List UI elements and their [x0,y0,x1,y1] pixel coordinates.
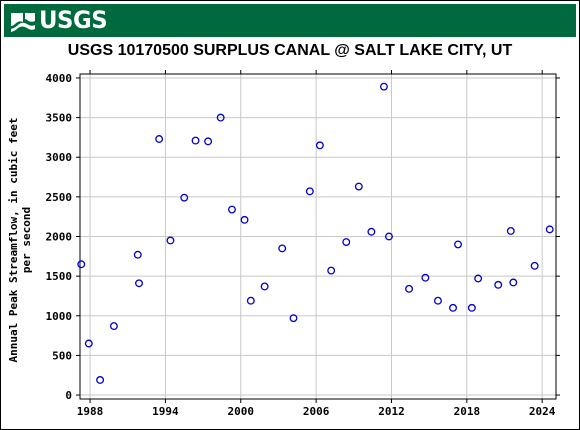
data-point [216,113,225,122]
y-tick-label: 4000 [46,72,73,85]
x-tick-label: 1994 [152,405,179,418]
y-tick-label: 2000 [46,231,73,244]
data-point [204,137,213,146]
y-tick-label: 2500 [46,191,73,204]
data-point [454,240,462,249]
usgs-logo[interactable]: USGS [10,6,111,35]
data-point [155,135,164,143]
x-tick-label: 2024 [529,405,556,418]
y-axis-label-line2: per second [20,207,33,273]
data-point [474,274,483,283]
data-point [96,376,105,384]
data-point [180,193,189,202]
chart-title: USGS 10170500 SURPLUS CANAL @ SALT LAKE … [67,42,513,59]
y-axis-label-line1: Annual Peak Streamflow, in cubic feet [7,117,20,362]
data-point [467,303,476,312]
data-point [421,273,430,282]
data-point [84,339,93,348]
y-tick-label: 1000 [46,310,73,323]
data-point [354,182,363,191]
x-tick-label: 2012 [378,405,405,418]
x-tick-label: 2018 [454,405,481,418]
x-tick-label: 2000 [228,405,255,418]
data-point [405,284,414,293]
data-point [385,232,393,241]
data-point [246,296,255,305]
y-tick-label: 500 [52,349,72,362]
data-point [379,82,388,91]
data-point [191,136,200,145]
axis-ticks: 0 500 1000 1500 2000 2500 3000 3500 4000 1988 1994… [46,70,560,418]
data-point [260,282,269,291]
y-axis-label: Annual Peak Streamflow, in cubic feet pe… [7,117,33,362]
data-point [506,227,515,235]
data-point [77,260,86,269]
data-points [77,82,554,384]
usgs-logo-text: USGS [39,6,108,34]
data-point [305,187,314,196]
data-point [278,244,287,253]
data-point [494,280,503,289]
data-point [228,205,236,214]
data-point [509,278,518,287]
data-point [289,314,298,323]
y-tick-label: 3000 [46,151,73,164]
x-tick-label: 2006 [303,405,330,418]
y-tick-label: 0 [65,389,72,402]
data-point [109,322,118,331]
grid-lines [80,74,556,399]
data-point [433,296,442,305]
data-point [315,141,324,150]
usgs-wave-icon [11,12,35,32]
data-point [342,238,351,246]
data-point [135,279,143,288]
data-point [133,250,142,259]
data-point [367,227,376,236]
data-point [166,236,175,245]
data-point [545,225,554,234]
data-point [449,303,457,312]
y-tick-label: 3500 [46,112,73,125]
usgs-banner: USGS [4,4,576,37]
x-tick-label: 1988 [77,405,104,418]
data-point [240,215,249,224]
data-point [327,266,336,275]
data-point [530,261,539,270]
y-tick-label: 1500 [46,270,73,283]
